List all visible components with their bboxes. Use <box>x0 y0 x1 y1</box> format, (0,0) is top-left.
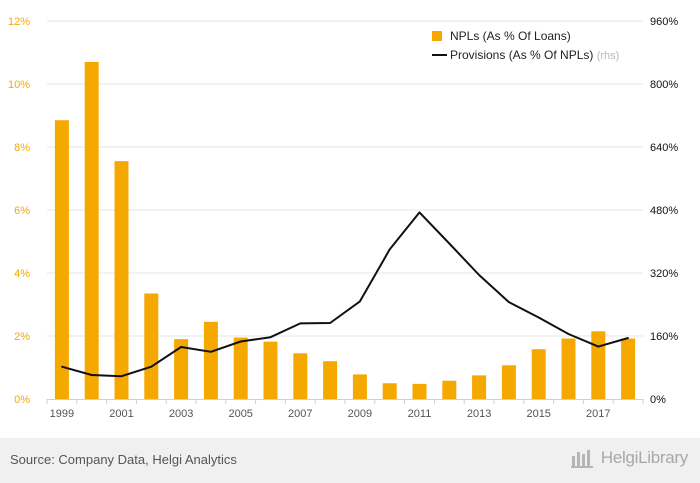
y-right-tick-label: 640% <box>650 142 678 154</box>
bar-npl <box>352 374 367 399</box>
bar-npl <box>114 161 129 399</box>
bar-npl <box>174 339 189 399</box>
bar-npl <box>84 61 99 399</box>
bar-npl <box>54 120 69 399</box>
brand-name: HelgiLibrary <box>600 448 688 467</box>
y-left-tick-label: 10% <box>8 79 30 91</box>
x-tick-label: 1999 <box>50 408 74 420</box>
point-provisions <box>597 345 600 348</box>
legend-label-provisions: Provisions (As % Of NPLs) (rhs) <box>450 48 619 62</box>
point-provisions <box>567 333 570 335</box>
bar-npl <box>293 353 308 399</box>
line-provisions <box>61 211 629 378</box>
point-provisions <box>180 346 182 348</box>
bar-npl <box>412 383 427 399</box>
legend: NPLs (As % Of Loans) Provisions (As % Of… <box>432 29 619 62</box>
y-right-tick-label: 160% <box>650 331 678 343</box>
point-provisions <box>90 374 93 376</box>
point-provisions <box>627 337 629 339</box>
bar-npl <box>263 341 278 399</box>
bar-npl <box>203 321 218 399</box>
point-provisions <box>508 301 510 303</box>
bar-npl <box>472 375 487 399</box>
bar-npl <box>144 293 159 399</box>
y-left-tick-label: 2% <box>14 331 30 343</box>
x-tick-label: 2007 <box>288 408 312 420</box>
y-left-tick-label: 8% <box>14 142 30 154</box>
bar-npl <box>621 338 636 399</box>
chart-svg: 0% 0% 2% 160% 4% 320% 6% 480% 8% 640% 10% 800% 12% 96… <box>8 16 678 420</box>
library-icon <box>570 450 593 468</box>
bar-npl <box>531 349 546 399</box>
y-right-tick-label: 480% <box>650 205 678 217</box>
point-provisions <box>418 211 421 214</box>
x-tick-label: 2001 <box>109 408 133 420</box>
point-provisions <box>448 242 451 245</box>
point-provisions <box>210 350 212 353</box>
legend-rhs-note: (rhs) <box>597 50 620 62</box>
x-tick-label: 2009 <box>348 408 372 420</box>
point-provisions <box>299 322 302 325</box>
brand-logo: HelgiLibrary <box>570 448 688 468</box>
y-left-tick-label: 0% <box>14 394 30 406</box>
x-tick-label: 2005 <box>228 408 252 420</box>
bar-npl <box>233 337 248 399</box>
y-left-tick-label: 6% <box>14 205 30 217</box>
point-provisions <box>329 322 331 324</box>
point-provisions <box>388 248 391 251</box>
bar-npl <box>442 380 457 399</box>
point-provisions <box>61 365 63 368</box>
x-tick-label: 2003 <box>169 408 193 420</box>
y-left-tick-label: 4% <box>14 268 30 280</box>
y-right-tick-label: 320% <box>650 268 678 280</box>
point-provisions <box>478 274 480 276</box>
legend-label-npls: NPLs (As % Of Loans) <box>450 29 571 43</box>
point-provisions <box>359 300 361 303</box>
bar-npl <box>382 383 397 399</box>
bar-npl <box>561 338 576 399</box>
source-text: Source: Company Data, Helgi Analytics <box>10 452 237 467</box>
x-tick-label: 2013 <box>467 408 491 420</box>
legend-swatch-npls <box>432 31 442 41</box>
point-provisions <box>120 375 123 377</box>
x-tick-label: 2015 <box>526 408 550 420</box>
footer: Source: Company Data, Helgi Analytics He… <box>0 438 700 483</box>
y-right-tick-label: 960% <box>650 16 678 28</box>
y-right-tick-label: 0% <box>650 394 666 406</box>
x-tick-label: 2017 <box>586 408 610 420</box>
point-provisions <box>239 340 242 343</box>
bar-npl <box>501 365 516 399</box>
point-provisions <box>537 316 540 319</box>
x-tick-label: 2011 <box>408 408 432 420</box>
point-provisions <box>269 336 272 338</box>
y-right-tick-label: 800% <box>650 79 678 91</box>
bar-npl <box>591 331 606 399</box>
legend-label-provisions-name: Provisions (As % Of NPLs) <box>450 48 593 62</box>
bar-npl <box>323 361 338 399</box>
point-provisions <box>150 365 153 368</box>
y-left-tick-label: 12% <box>8 16 30 28</box>
